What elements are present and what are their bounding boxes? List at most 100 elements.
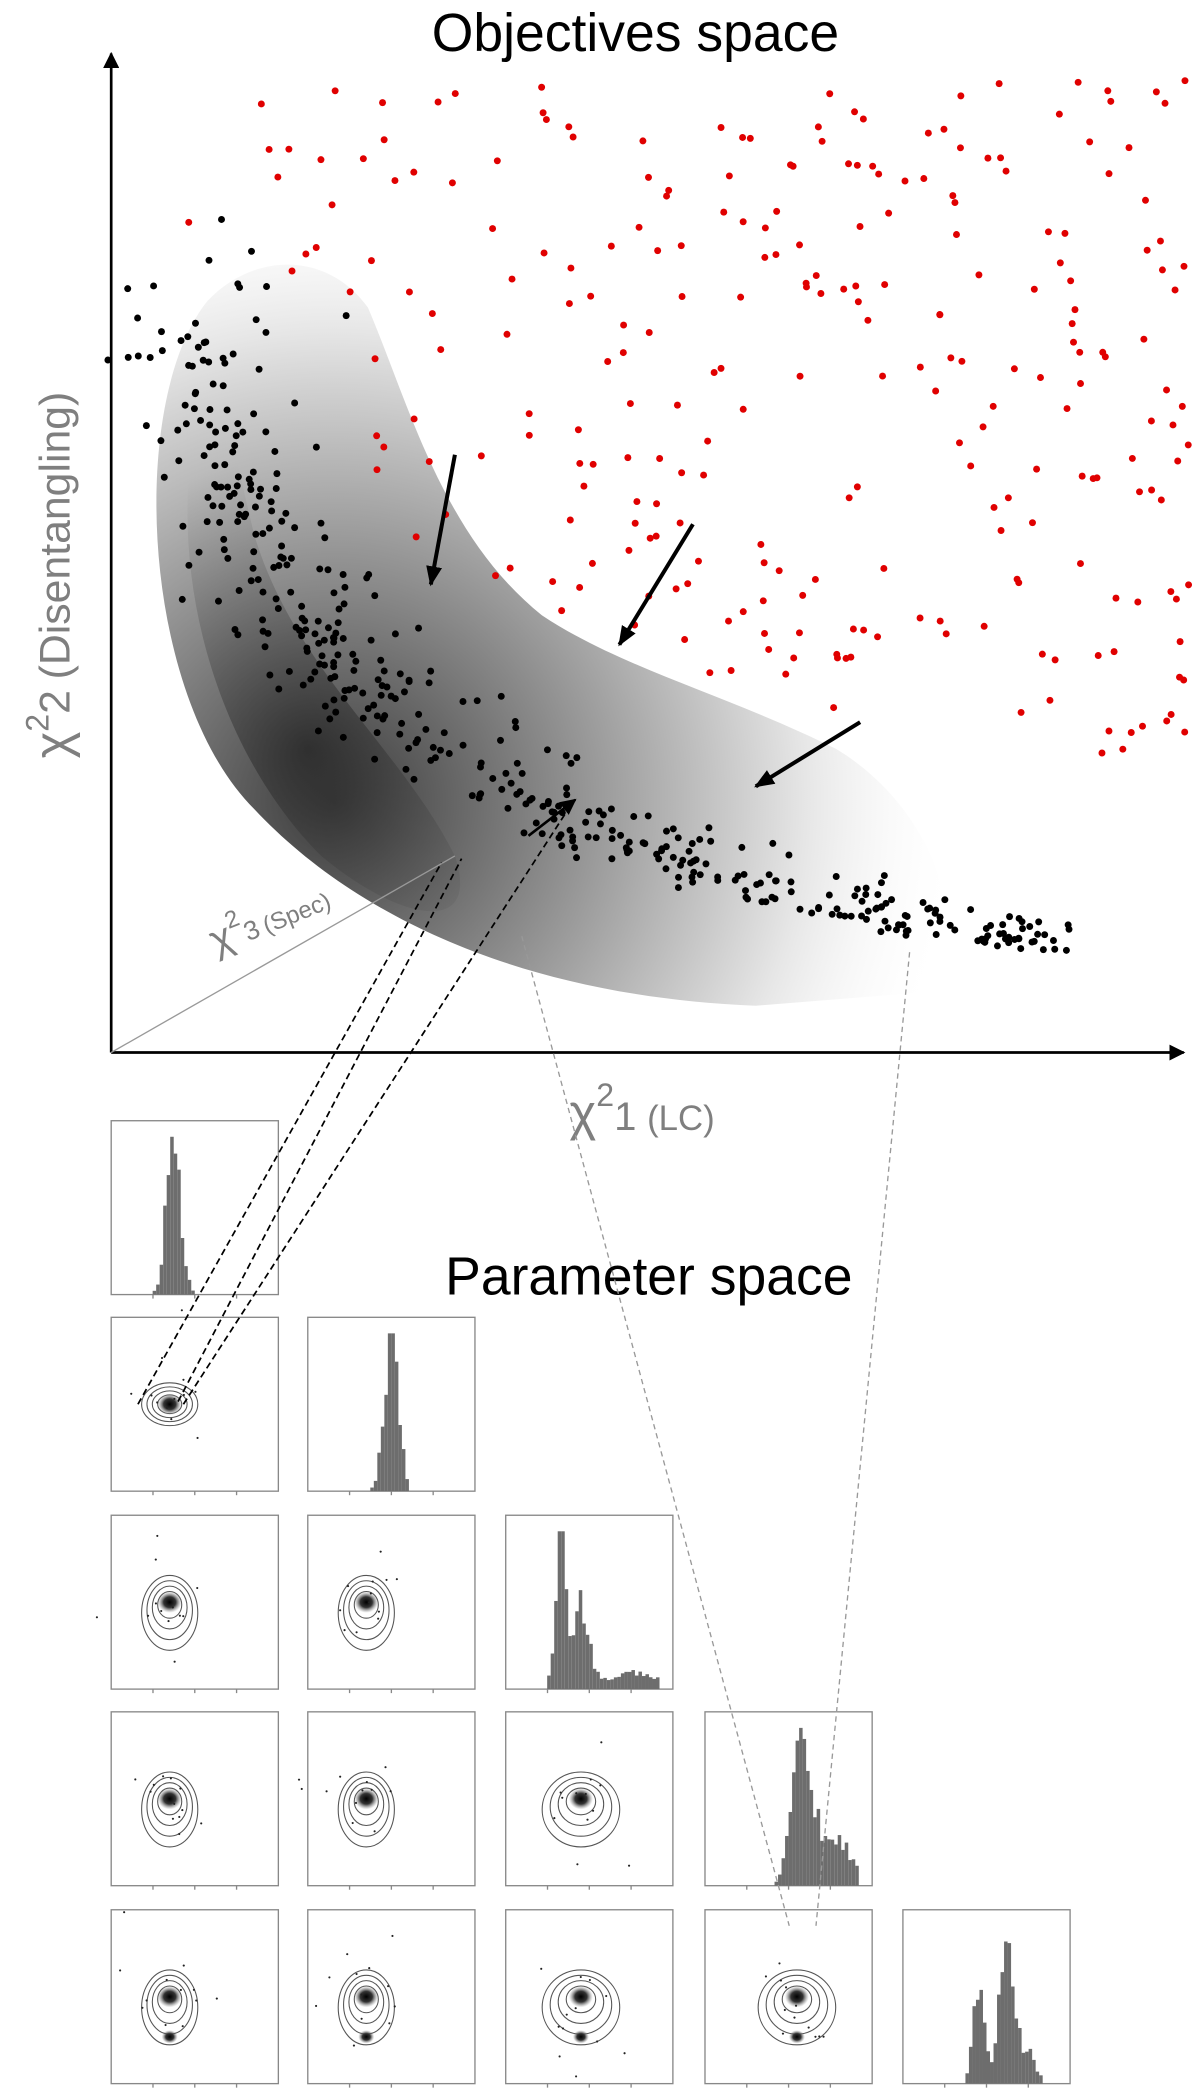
hist-bar: [550, 1653, 555, 1690]
contour: [557, 1782, 605, 1827]
dominated-point: [885, 209, 893, 217]
sample: [194, 1390, 197, 1393]
front-point: [1049, 937, 1057, 944]
hist-bar: [391, 1333, 395, 1492]
sample: [346, 1953, 349, 1956]
hist-bar: [398, 1425, 402, 1492]
front-point: [502, 769, 510, 777]
dominated-point: [854, 298, 862, 306]
front-point: [364, 705, 372, 713]
dominated-point: [620, 321, 628, 329]
hist-bar: [827, 1839, 831, 1886]
front-point: [1015, 934, 1023, 942]
dominated-point: [654, 247, 662, 255]
front-point: [378, 682, 386, 690]
dominated-point: [678, 469, 686, 477]
dominated-point: [826, 90, 834, 98]
front-point: [330, 589, 338, 597]
front-point: [391, 630, 399, 638]
front-point: [993, 942, 1001, 950]
dominated-point: [814, 123, 822, 131]
front-point: [324, 566, 332, 574]
front-point: [566, 826, 574, 834]
front-point: [245, 475, 253, 483]
front-point: [203, 518, 211, 526]
contour: [773, 1980, 821, 2024]
dominated-point: [371, 355, 379, 363]
front-point: [946, 921, 954, 929]
front-point: [557, 831, 565, 839]
front-point: [999, 921, 1007, 929]
dominated-point: [790, 654, 798, 662]
front-point: [299, 681, 307, 689]
dominated-point: [405, 288, 413, 296]
density-core: [157, 1788, 182, 1810]
hist-bar: [855, 1865, 859, 1886]
sample: [178, 1614, 181, 1617]
front-point: [468, 792, 476, 800]
front-point: [134, 314, 142, 322]
panel: [110, 1514, 280, 1690]
contour: [557, 1980, 605, 2024]
front-point: [314, 727, 322, 735]
front-point: [402, 765, 410, 773]
front-point: [257, 485, 264, 493]
links: [137, 798, 911, 1926]
dominated-point: [663, 192, 671, 200]
dominated-point: [1161, 99, 1169, 107]
hist-bar: [638, 1671, 642, 1690]
sample: [623, 2052, 626, 2055]
sample: [154, 1602, 157, 1605]
dominated-point: [1167, 710, 1175, 718]
front-point: [836, 911, 844, 919]
symbol: χ: [24, 731, 81, 758]
sample: [156, 1534, 159, 1537]
front-point: [146, 354, 154, 361]
dominated-point: [1125, 144, 1133, 152]
front-point: [268, 507, 276, 515]
dominated-point: [980, 622, 988, 630]
front-point: [275, 685, 283, 693]
dominated-point: [845, 160, 852, 168]
front-point: [234, 420, 242, 428]
front-point: [740, 870, 748, 878]
dominated-point: [380, 136, 388, 144]
front-point: [321, 534, 329, 542]
front-point: [302, 626, 310, 634]
hist-bar: [837, 1835, 842, 1886]
dominated-point: [1176, 673, 1184, 681]
front-point: [573, 754, 581, 762]
sample: [162, 1775, 165, 1778]
front-point: [1065, 925, 1073, 933]
front-point: [249, 468, 257, 476]
sample: [339, 1775, 342, 1778]
front-point: [205, 256, 213, 264]
dominated-point: [947, 354, 955, 362]
dominated-point: [257, 100, 265, 108]
front-point: [689, 878, 697, 886]
sample: [388, 2022, 391, 2025]
sample: [371, 1580, 374, 1583]
front-point: [787, 888, 795, 896]
front-point: [259, 616, 267, 624]
front-point: [617, 831, 625, 839]
hist-bar: [599, 1678, 604, 1690]
dominated-point: [811, 575, 819, 583]
hist-bar: [384, 1394, 388, 1492]
front-point: [251, 503, 259, 511]
dominated-point: [1013, 575, 1021, 583]
sample: [784, 1986, 788, 1989]
dominated-point: [285, 145, 293, 153]
dominated-point: [379, 99, 387, 107]
dominated-point: [818, 137, 826, 145]
dominated-point: [489, 225, 497, 233]
front-point: [330, 663, 338, 671]
dominated-point: [574, 426, 582, 434]
front-point: [221, 424, 229, 432]
hist-bar: [1014, 2018, 1019, 2084]
front-point: [160, 473, 168, 481]
front-point: [177, 337, 185, 345]
sample: [586, 1818, 589, 1821]
front-point: [662, 843, 670, 851]
dominated-point: [653, 500, 661, 508]
